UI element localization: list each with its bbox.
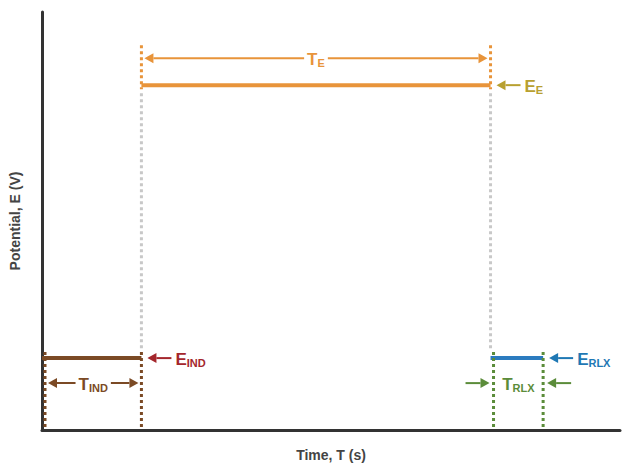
svg-text:IND: IND: [89, 382, 108, 394]
svg-text:Time, T (s): Time, T (s): [296, 447, 366, 463]
svg-text:RLX: RLX: [513, 382, 536, 394]
svg-text:IND: IND: [187, 357, 206, 369]
svg-text:T: T: [79, 375, 90, 394]
svg-text:RLX: RLX: [588, 357, 611, 369]
svg-text:E: E: [317, 57, 324, 69]
svg-text:E: E: [536, 84, 543, 96]
svg-text:Potential, E (V): Potential, E (V): [7, 172, 23, 271]
svg-text:E: E: [577, 350, 588, 369]
svg-text:T: T: [307, 50, 318, 69]
svg-text:E: E: [525, 77, 536, 96]
svg-text:E: E: [175, 350, 186, 369]
svg-text:T: T: [502, 375, 513, 394]
